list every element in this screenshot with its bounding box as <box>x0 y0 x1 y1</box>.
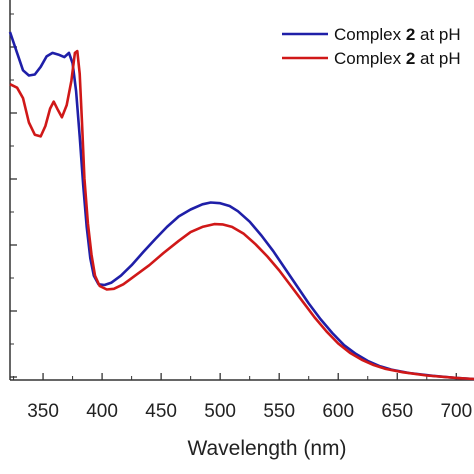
x-tick-labels: 350 400 450 500 550 600 650 700 <box>27 401 472 422</box>
y-axis-ticks <box>10 13 17 378</box>
x-tick-label: 600 <box>322 401 354 422</box>
legend-label-1: Complex 2 at pH <box>334 25 461 44</box>
series-layer <box>8 31 474 381</box>
x-tick-label: 350 <box>27 401 59 422</box>
legend: Complex 2 at pH Complex 2 at pH <box>282 25 461 68</box>
x-tick-label: 400 <box>86 401 118 422</box>
series-line-1 <box>8 31 474 381</box>
legend-label-2: Complex 2 at pH <box>334 49 461 68</box>
plot-area <box>8 0 474 381</box>
x-tick-label: 500 <box>204 401 236 422</box>
x-tick-label: 700 <box>440 401 472 422</box>
x-tick-label: 650 <box>381 401 413 422</box>
series-line-2 <box>9 49 474 381</box>
x-axis-title: Wavelength (nm) <box>187 437 346 460</box>
x-tick-label: 550 <box>263 401 295 422</box>
x-tick-label: 450 <box>145 401 177 422</box>
x-axis-ticks <box>13 373 457 380</box>
